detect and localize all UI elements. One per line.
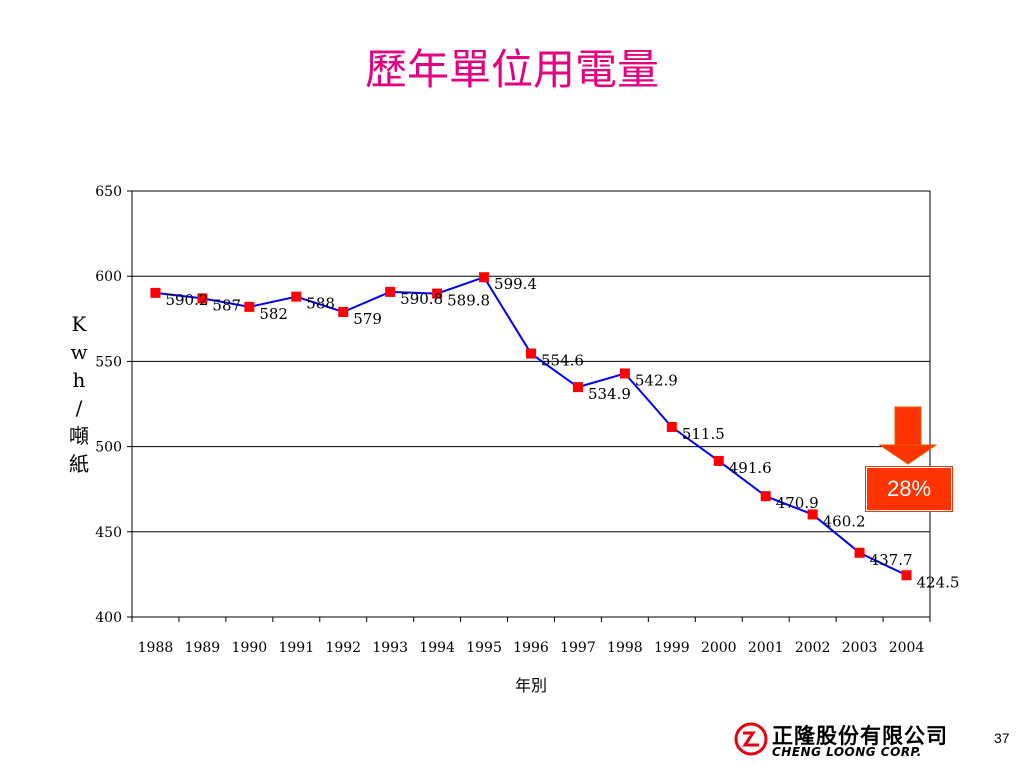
data-label: 470.9 [776,494,819,512]
x-tick-label: 2000 [701,640,737,656]
data-point [526,348,536,359]
data-point [854,547,865,558]
cheng-loong-logo-icon [734,722,768,756]
data-point [338,306,349,317]
data-label: 579 [353,310,382,328]
data-point [619,368,630,379]
y-axis-label-char: K [71,312,87,336]
y-axis-label-char: / [75,396,83,420]
x-tick-label: 2001 [748,640,784,656]
data-label: 588 [306,295,335,313]
data-label: 590.2 [165,291,208,309]
y-axis-label-char: h [72,368,86,392]
x-tick-label: 1992 [325,640,361,656]
plot-area [131,190,931,618]
page-title: 歷年單位用電量 [364,45,659,94]
x-tick-label: 2002 [795,640,831,656]
x-tick-label: 1998 [607,640,643,656]
data-label: 460.2 [823,512,866,530]
data-point [150,287,161,298]
data-point [572,382,583,393]
data-point [291,291,302,302]
company-logo: 正隆股份有限公司 CHENG LOONG CORP. [734,718,964,764]
data-point [901,570,912,581]
reduction-badge: 28% [866,467,952,511]
down-arrow-icon [878,406,938,465]
data-label: 599.4 [494,275,537,293]
data-label: 437.7 [870,551,913,569]
data-label: 542.9 [635,371,678,389]
data-point [244,301,255,312]
y-tick-label: 400 [95,610,122,626]
x-tick-label: 1996 [513,640,549,656]
y-tick-label: 450 [95,525,122,541]
data-point [197,293,208,304]
y-tick-label: 550 [95,354,122,370]
y-axis-label-char: w [70,340,88,364]
data-point [432,288,443,299]
y-tick-label: 500 [95,440,122,456]
x-tick-label: 1994 [419,640,455,656]
x-tick-label: 1993 [372,640,408,656]
x-tick-label: 1995 [466,640,502,656]
data-label: 582 [259,305,288,323]
data-point [713,455,724,466]
data-label: 424.5 [917,573,960,591]
logo-english-name: CHENG LOONG CORP. [772,745,922,759]
x-tick-label: 1990 [232,640,268,656]
y-axis-label-char: 紙 [69,452,89,476]
data-label: 511.5 [682,425,725,443]
x-tick-label: 2004 [889,640,925,656]
data-label: 589.8 [447,292,490,310]
x-tick-label: 1999 [654,640,690,656]
x-tick-label: 1988 [138,640,174,656]
data-point [385,286,396,297]
y-tick-label: 600 [95,269,122,285]
data-label: 587 [212,296,241,314]
data-point [479,272,490,283]
x-tick-label: 1997 [560,640,596,656]
data-point [807,509,818,520]
data-label: 491.6 [729,459,772,477]
x-tick-label: 1989 [185,640,221,656]
page-number: 37 [994,730,1010,746]
data-point [760,491,771,502]
x-tick-label: 1991 [278,640,314,656]
logo-chinese-name: 正隆股份有限公司 [772,724,948,748]
data-label: 554.6 [541,352,584,370]
data-point [666,422,677,433]
x-axis-label: 年別 [515,676,547,695]
data-label: 534.9 [588,385,631,403]
data-label: 590.8 [400,290,443,308]
y-tick-label: 650 [95,184,122,200]
x-tick-label: 2003 [842,640,878,656]
y-axis-label-char: 噸 [69,424,89,448]
